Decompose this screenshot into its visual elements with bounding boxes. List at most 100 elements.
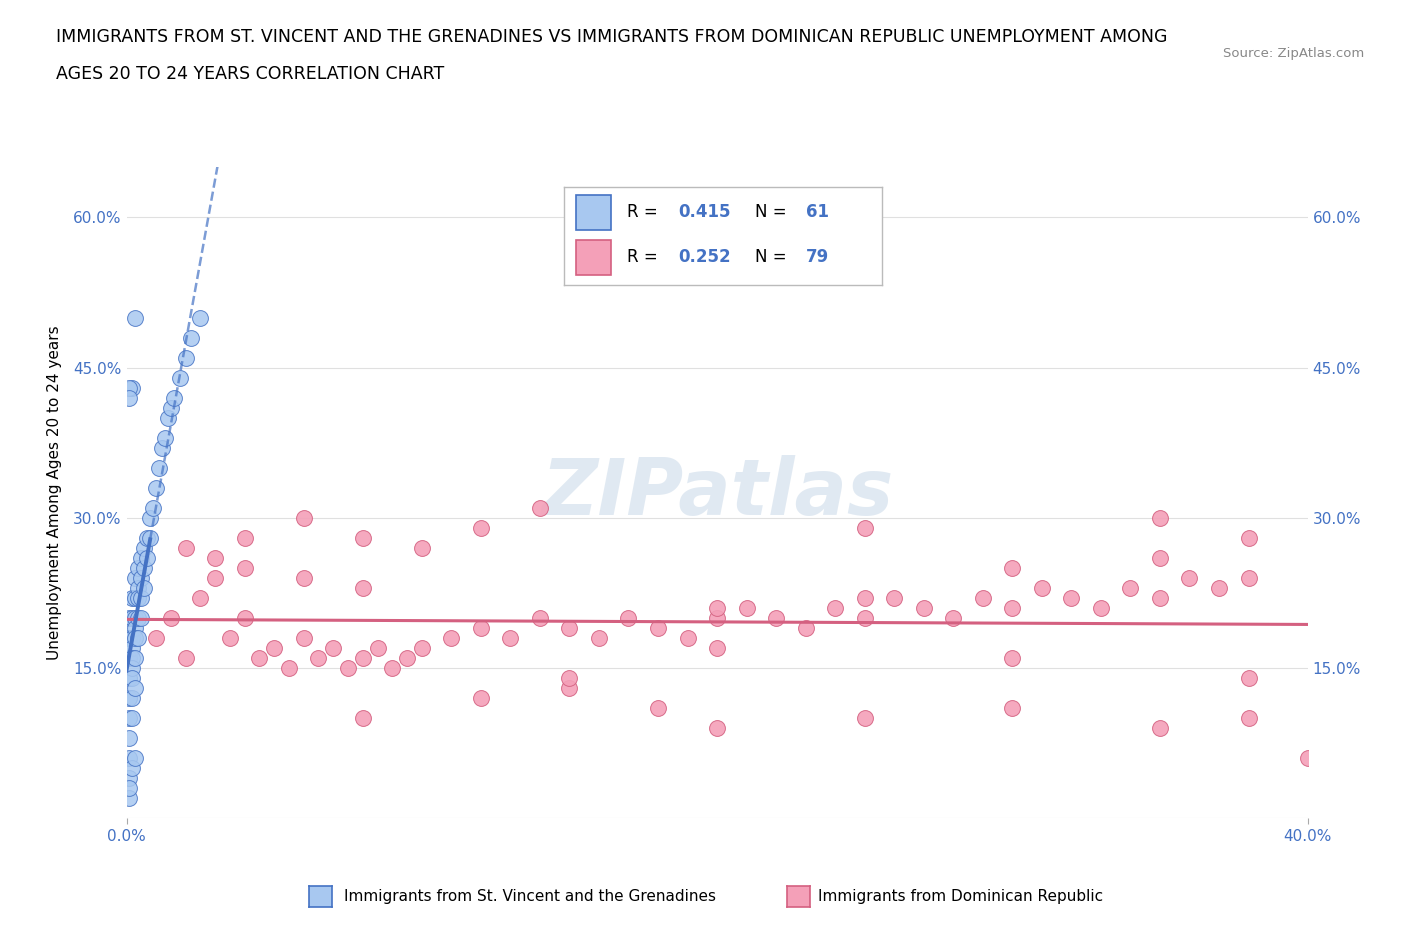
Point bbox=[127, 631, 149, 645]
Point bbox=[1178, 571, 1201, 586]
FancyBboxPatch shape bbox=[576, 240, 612, 275]
Point bbox=[118, 671, 141, 685]
Point bbox=[1208, 580, 1230, 595]
Point bbox=[118, 391, 141, 405]
Point bbox=[124, 620, 146, 635]
Point bbox=[735, 601, 758, 616]
Point bbox=[1237, 711, 1260, 725]
Point bbox=[765, 611, 787, 626]
Point bbox=[118, 611, 141, 626]
Point bbox=[188, 311, 212, 325]
Point bbox=[883, 591, 905, 605]
Text: AGES 20 TO 24 YEARS CORRELATION CHART: AGES 20 TO 24 YEARS CORRELATION CHART bbox=[56, 65, 444, 83]
Point bbox=[129, 591, 153, 605]
Point bbox=[118, 651, 141, 666]
Point bbox=[139, 530, 162, 545]
Point bbox=[129, 611, 153, 626]
Point bbox=[853, 521, 876, 536]
Point bbox=[308, 651, 330, 666]
Point bbox=[647, 620, 669, 635]
Point bbox=[706, 721, 728, 736]
Point bbox=[174, 540, 197, 555]
Point bbox=[127, 591, 149, 605]
Point bbox=[124, 651, 146, 666]
Point bbox=[163, 391, 186, 405]
Point bbox=[529, 500, 551, 515]
Point bbox=[249, 651, 271, 666]
Point bbox=[588, 631, 610, 645]
Point bbox=[204, 551, 226, 565]
Point bbox=[1149, 721, 1171, 736]
Point bbox=[204, 571, 226, 586]
Point bbox=[367, 641, 389, 656]
Point bbox=[558, 620, 581, 635]
Point bbox=[853, 611, 876, 626]
Point bbox=[127, 561, 149, 576]
Point bbox=[352, 711, 374, 725]
Point bbox=[118, 691, 141, 706]
Point bbox=[233, 611, 256, 626]
Text: ZIPatlas: ZIPatlas bbox=[541, 455, 893, 531]
Point bbox=[160, 400, 183, 415]
Point bbox=[124, 681, 146, 696]
Text: Immigrants from St. Vincent and the Grenadines: Immigrants from St. Vincent and the Gren… bbox=[344, 889, 717, 904]
Point bbox=[142, 500, 165, 515]
Point bbox=[824, 601, 846, 616]
Point bbox=[1090, 601, 1112, 616]
Point bbox=[1149, 551, 1171, 565]
Point bbox=[1001, 651, 1024, 666]
Point bbox=[942, 611, 965, 626]
Point bbox=[1237, 530, 1260, 545]
Point bbox=[121, 691, 143, 706]
Point bbox=[124, 631, 146, 645]
Point bbox=[127, 580, 149, 595]
Text: IMMIGRANTS FROM ST. VINCENT AND THE GRENADINES VS IMMIGRANTS FROM DOMINICAN REPU: IMMIGRANTS FROM ST. VINCENT AND THE GREN… bbox=[56, 28, 1168, 46]
Point bbox=[470, 620, 492, 635]
Point bbox=[118, 380, 141, 395]
Point bbox=[124, 591, 146, 605]
Point bbox=[1296, 751, 1319, 765]
Point bbox=[972, 591, 994, 605]
Point bbox=[180, 330, 202, 345]
Point bbox=[617, 611, 640, 626]
Point bbox=[558, 681, 581, 696]
Point bbox=[396, 651, 419, 666]
Point bbox=[118, 781, 141, 796]
Point bbox=[174, 651, 197, 666]
Point bbox=[853, 591, 876, 605]
Point bbox=[1060, 591, 1083, 605]
Point bbox=[121, 380, 143, 395]
Text: R =: R = bbox=[627, 248, 664, 266]
Point bbox=[706, 611, 728, 626]
Point bbox=[352, 651, 374, 666]
Point bbox=[124, 571, 146, 586]
Point bbox=[1001, 561, 1024, 576]
Point bbox=[139, 511, 162, 525]
Text: 61: 61 bbox=[806, 204, 830, 221]
Point bbox=[278, 660, 301, 675]
Point bbox=[150, 441, 173, 456]
Point bbox=[706, 641, 728, 656]
Point bbox=[121, 611, 143, 626]
Point bbox=[292, 571, 315, 586]
Point bbox=[853, 711, 876, 725]
Point bbox=[470, 691, 492, 706]
Point bbox=[134, 561, 156, 576]
Point bbox=[499, 631, 522, 645]
Text: N =: N = bbox=[755, 248, 792, 266]
Point bbox=[129, 571, 153, 586]
Point bbox=[647, 701, 669, 716]
Point bbox=[124, 611, 146, 626]
Point bbox=[337, 660, 360, 675]
Point bbox=[121, 651, 143, 666]
Point bbox=[174, 351, 197, 365]
Point bbox=[118, 731, 141, 746]
Point bbox=[219, 631, 242, 645]
Point bbox=[470, 521, 492, 536]
Point bbox=[156, 410, 179, 425]
Point bbox=[136, 551, 159, 565]
Point bbox=[381, 660, 404, 675]
Point bbox=[124, 751, 146, 765]
Point bbox=[121, 631, 143, 645]
Point bbox=[233, 530, 256, 545]
